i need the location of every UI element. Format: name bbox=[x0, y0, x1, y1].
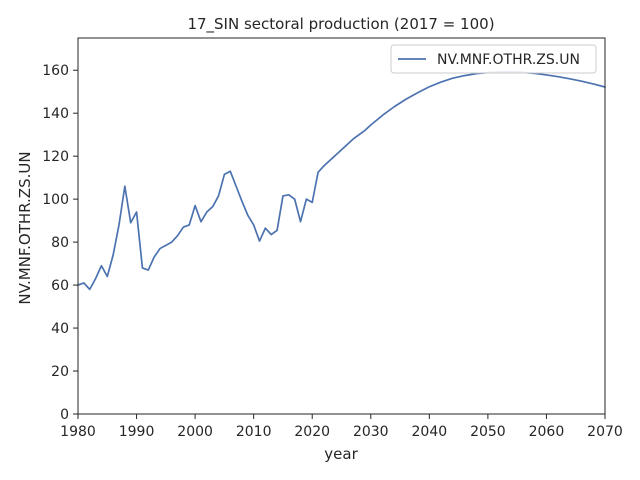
x-tick-label: 2040 bbox=[412, 424, 448, 440]
x-axis-label: year bbox=[324, 445, 358, 463]
y-tick-label: 160 bbox=[42, 63, 69, 79]
x-tick-label: 2000 bbox=[177, 424, 213, 440]
x-tick-label: 2070 bbox=[587, 424, 623, 440]
legend-label: NV.MNF.OTHR.ZS.UN bbox=[437, 52, 580, 68]
y-tick-label: 120 bbox=[42, 149, 69, 165]
x-tick-label: 2010 bbox=[236, 424, 272, 440]
y-tick-label: 140 bbox=[42, 106, 69, 122]
x-tick-label: 2050 bbox=[470, 424, 506, 440]
y-tick-label: 60 bbox=[51, 278, 69, 294]
plot-frame bbox=[77, 37, 606, 415]
x-tick-label: 2020 bbox=[294, 424, 330, 440]
plot-area: 1980 1990 2000 2010 2020 2030 2040 2050 2060 2070… bbox=[42, 37, 623, 440]
y-tick-label: 80 bbox=[51, 235, 69, 251]
chart-title: 17_SIN sectoral production (2017 = 100) bbox=[187, 15, 494, 34]
x-tick-label: 1980 bbox=[60, 424, 96, 440]
x-tick-label: 2060 bbox=[529, 424, 565, 440]
y-tick-label: 20 bbox=[51, 364, 69, 380]
y-axis-label: NV.MNF.OTHR.ZS.UN bbox=[16, 151, 34, 304]
x-tick-label: 2030 bbox=[353, 424, 389, 440]
legend: NV.MNF.OTHR.ZS.UN bbox=[390, 44, 597, 74]
y-tick-label: 100 bbox=[42, 192, 69, 208]
legend-box bbox=[390, 44, 597, 74]
y-tick-label: 0 bbox=[60, 407, 69, 423]
y-tick-label: 40 bbox=[51, 321, 69, 337]
x-tick-label: 1990 bbox=[119, 424, 155, 440]
series-line-1 bbox=[77, 71, 606, 291]
